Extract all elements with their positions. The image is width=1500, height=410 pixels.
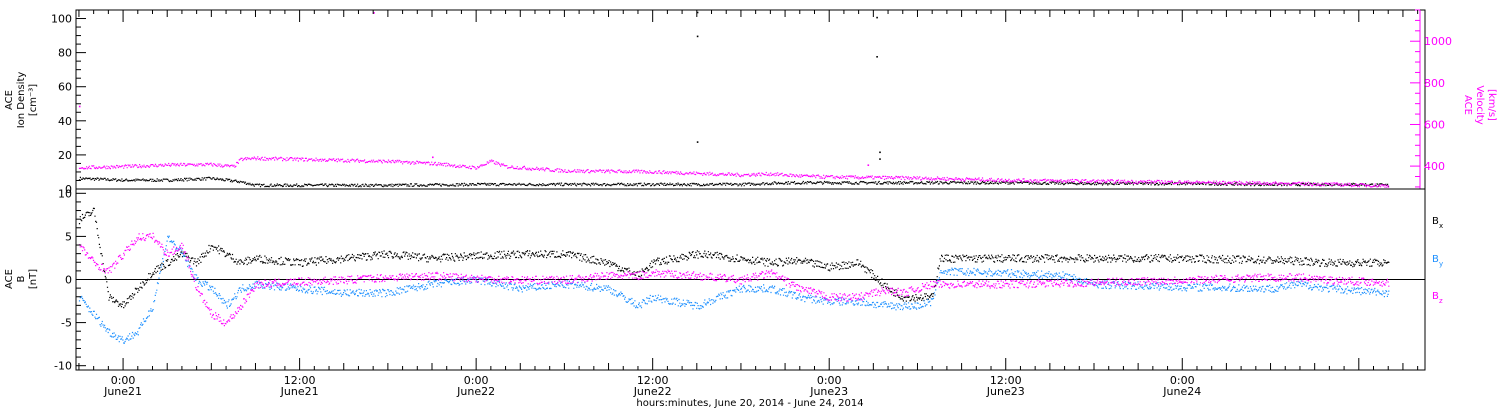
velocity-axis-label-1: ACE	[1462, 95, 1473, 115]
series-density-outlier-4	[876, 56, 878, 58]
date-tick-label: June21	[280, 385, 319, 398]
legend-bz: B z	[1432, 291, 1443, 305]
series-density-outlier-0	[696, 11, 699, 14]
series-density-outlier-3	[876, 16, 878, 19]
series-velocity-outlier-3	[867, 164, 870, 166]
density-tick-label: 0	[65, 183, 72, 196]
b-field-tick-label: 5	[65, 230, 72, 243]
series-density-outlier-5	[879, 151, 881, 154]
density-axis: 0 20 40 60 80 100	[51, 9, 86, 196]
date-tick-label: June24	[1162, 385, 1201, 398]
density-tick-label: 20	[58, 149, 72, 162]
top-panel-marks	[78, 11, 1390, 188]
b-field-tick-label: 0	[65, 274, 72, 287]
time-tick-label: 0:00	[817, 374, 842, 387]
legend-bx-subscript: x	[1439, 222, 1443, 230]
velocity-tick-label: 1000	[1424, 35, 1452, 48]
series-velocity-outlier-1	[373, 12, 375, 14]
b-field-axis: -10 -5 0 5 10	[54, 187, 86, 373]
legend-by: B y	[1432, 254, 1443, 268]
date-tick-label: June22	[633, 385, 672, 398]
velocity-axis-label-3: [km/s]	[1486, 89, 1497, 121]
bottom-panel: -10 -5 0 5 10 ACE B [nT] B x B y B z	[4, 187, 1443, 372]
series-by-points	[78, 235, 1390, 344]
b-field-axis-label-2: B	[16, 275, 27, 282]
date-tick-label: June22	[456, 385, 495, 398]
time-tick-label: 0:00	[111, 374, 136, 387]
velocity-axis: 400 600 800 1000	[1410, 9, 1452, 189]
velocity-tick-label: 800	[1424, 77, 1445, 90]
legend-bx: B x	[1432, 216, 1443, 230]
series-density-outlier-6	[879, 158, 881, 160]
legend-bz-subscript: z	[1439, 297, 1443, 305]
series-density-outlier-2	[696, 141, 699, 143]
density-tick-label: 60	[58, 81, 72, 94]
series-velocity-points	[78, 156, 1390, 188]
time-tick-label: 0:00	[464, 374, 489, 387]
series-density-points	[78, 176, 1390, 188]
density-axis-label-1: ACE	[4, 90, 15, 110]
b-field-tick-label: 10	[58, 187, 72, 200]
top-panel-frame	[75, 9, 1426, 190]
density-tick-label: 80	[58, 47, 72, 60]
date-tick-label: June21	[103, 385, 142, 398]
date-tick-label: June23	[809, 385, 848, 398]
series-bx-points	[78, 207, 1390, 309]
b-field-tick-label: -10	[54, 360, 72, 373]
legend-by-subscript: y	[1439, 260, 1443, 268]
velocity-tick-label: 400	[1424, 160, 1445, 173]
time-axis-title: hours:minutes, June 20, 2014 - June 24, …	[636, 398, 863, 409]
density-axis-label-2: Ion Density	[16, 72, 27, 129]
velocity-tick-label: 600	[1424, 118, 1445, 131]
date-tick-label: June23	[986, 385, 1025, 398]
time-tick-label: 12:00	[637, 374, 669, 387]
time-tick-label: 0:00	[1170, 374, 1195, 387]
density-axis-label-3: [cm⁻³]	[28, 84, 39, 116]
time-axis: 0:00June2112:00June210:00June2212:00June…	[78, 10, 1419, 398]
legend-bz-label: B	[1432, 291, 1439, 302]
series-density-outlier-1	[696, 35, 699, 38]
time-tick-label: 12:00	[990, 374, 1022, 387]
series-velocity-outlier-2	[432, 156, 434, 159]
legend-by-label: B	[1432, 254, 1439, 265]
bottom-panel-marks	[76, 207, 1425, 344]
time-tick-label: 12:00	[284, 374, 316, 387]
density-tick-label: 40	[58, 115, 72, 128]
legend-bx-label: B	[1432, 216, 1439, 227]
b-field-axis-label-3: [nT]	[28, 269, 39, 289]
series-velocity-outlier-0	[78, 105, 81, 108]
top-panel: 0 20 40 60 80 100 400 600 800 1000 ACE Ion Densi…	[4, 9, 1497, 196]
b-field-tick-label: -5	[61, 317, 72, 330]
velocity-axis-label-2: Velocity	[1474, 85, 1485, 124]
b-field-axis-label-1: ACE	[4, 269, 15, 289]
density-tick-label: 100	[51, 13, 72, 26]
